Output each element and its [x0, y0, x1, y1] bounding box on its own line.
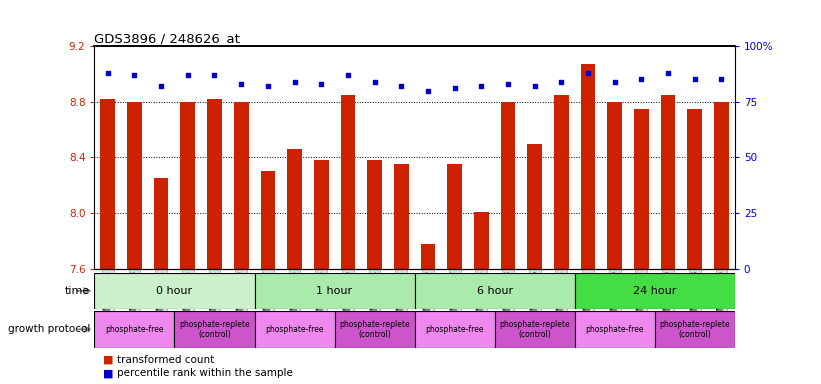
Bar [394, 164, 409, 269]
Bar [260, 171, 275, 269]
Point [715, 76, 728, 83]
Point [502, 81, 515, 87]
Text: 6 hour: 6 hour [476, 286, 513, 296]
Bar [714, 102, 729, 269]
Bar [94, 273, 255, 309]
Bar [661, 95, 676, 269]
Point [261, 83, 274, 89]
Point [208, 72, 221, 78]
Point [475, 83, 488, 89]
Point [128, 72, 141, 78]
Text: phosphate-free: phosphate-free [585, 325, 644, 334]
Point [555, 79, 568, 85]
Bar [447, 164, 462, 269]
Bar [207, 99, 222, 269]
Point [448, 85, 461, 91]
Text: time: time [65, 286, 90, 296]
Bar [575, 311, 655, 348]
Bar [580, 64, 595, 269]
Bar [314, 160, 328, 269]
Text: transformed count: transformed count [117, 355, 214, 365]
Point [421, 88, 434, 94]
Bar [335, 311, 415, 348]
Point [314, 81, 328, 87]
Text: phosphate-replete
(control): phosphate-replete (control) [339, 319, 410, 339]
Text: 0 hour: 0 hour [156, 286, 193, 296]
Point [528, 83, 541, 89]
Point [368, 79, 381, 85]
Bar [494, 311, 575, 348]
Text: phosphate-free: phosphate-free [265, 325, 323, 334]
Text: percentile rank within the sample: percentile rank within the sample [117, 368, 293, 378]
Bar [687, 109, 702, 269]
Point [581, 70, 594, 76]
Bar [527, 144, 542, 269]
Bar [154, 178, 168, 269]
Text: growth protocol: growth protocol [8, 324, 90, 334]
Bar [367, 160, 382, 269]
Bar [100, 99, 115, 269]
Point [101, 70, 114, 76]
Bar [501, 102, 516, 269]
Text: GDS3896 / 248626_at: GDS3896 / 248626_at [94, 32, 241, 45]
Text: ■: ■ [103, 355, 113, 365]
Bar [255, 311, 335, 348]
Bar [255, 273, 415, 309]
Point [154, 83, 167, 89]
Bar [608, 102, 622, 269]
Bar [474, 212, 488, 269]
Point [181, 72, 195, 78]
Bar [287, 149, 302, 269]
Point [662, 70, 675, 76]
Point [288, 79, 301, 85]
Bar [127, 102, 142, 269]
Point [395, 83, 408, 89]
Bar [420, 244, 435, 269]
Bar [575, 273, 735, 309]
Bar [181, 102, 195, 269]
Bar [415, 273, 575, 309]
Point [235, 81, 248, 87]
Text: ■: ■ [103, 368, 113, 378]
Bar [554, 95, 569, 269]
Bar [415, 311, 494, 348]
Text: 24 hour: 24 hour [633, 286, 677, 296]
Bar [341, 95, 355, 269]
Bar [234, 102, 249, 269]
Text: phosphate-replete
(control): phosphate-replete (control) [179, 319, 250, 339]
Bar [634, 109, 649, 269]
Text: phosphate-free: phosphate-free [425, 325, 484, 334]
Point [342, 72, 355, 78]
Point [635, 76, 648, 83]
Text: phosphate-replete
(control): phosphate-replete (control) [499, 319, 570, 339]
Text: phosphate-free: phosphate-free [105, 325, 163, 334]
Bar [94, 311, 175, 348]
Text: phosphate-replete
(control): phosphate-replete (control) [659, 319, 730, 339]
Bar [655, 311, 735, 348]
Point [608, 79, 621, 85]
Point [688, 76, 701, 83]
Bar [175, 311, 255, 348]
Text: 1 hour: 1 hour [316, 286, 353, 296]
